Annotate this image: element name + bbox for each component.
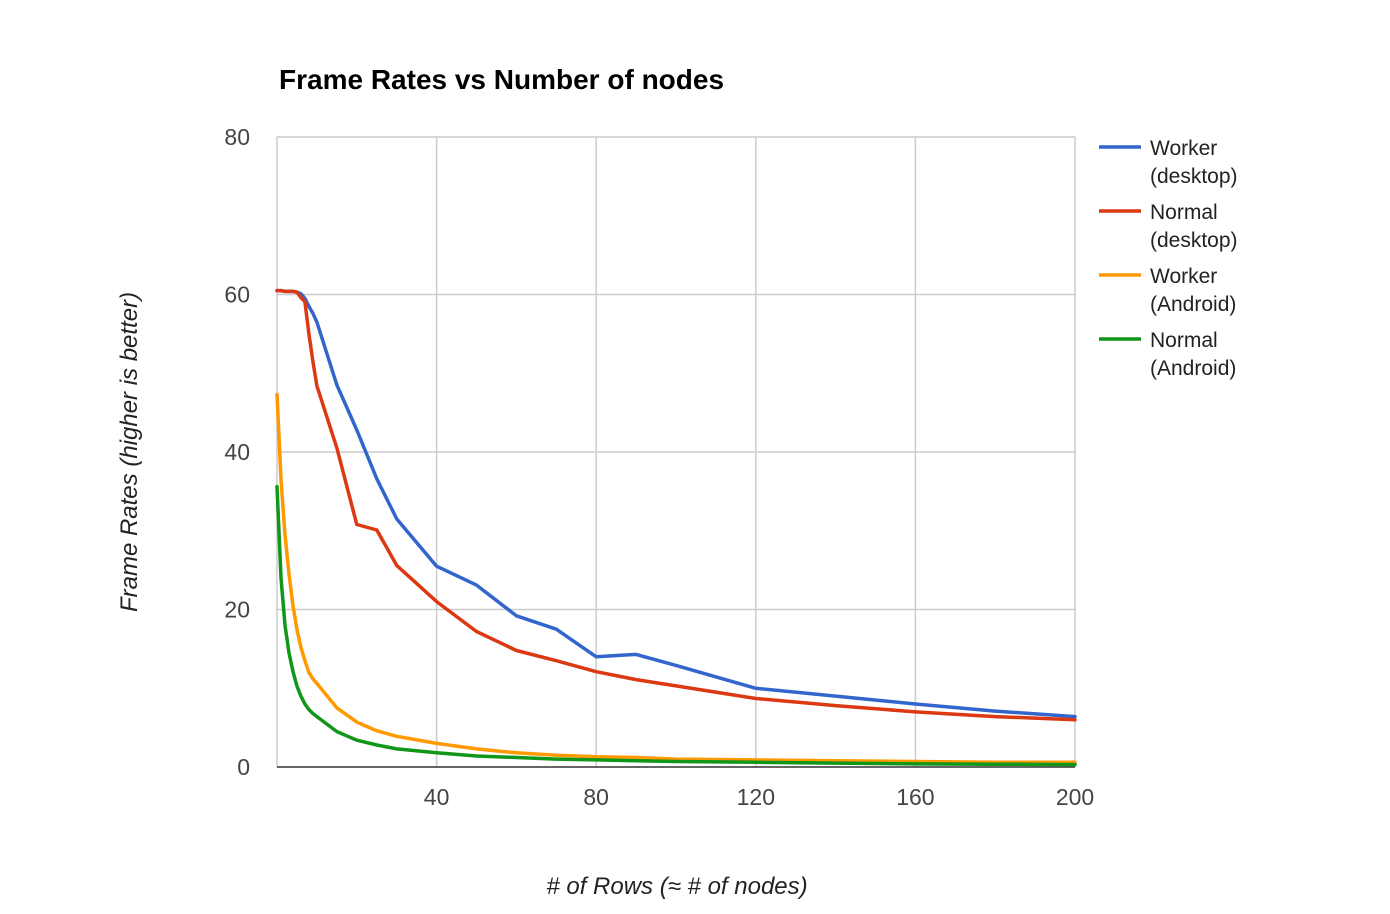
x-tick-label: 200	[1056, 784, 1094, 810]
x-tick-label: 40	[424, 784, 450, 810]
series-lines	[275, 288, 1077, 767]
axis-ticks: 0 20 40 60 80 40 80 120 160 200	[224, 124, 1094, 810]
y-tick-label: 40	[224, 439, 250, 465]
legend-label: (desktop)	[1150, 229, 1238, 252]
x-axis-label: # of Rows (≈ # of nodes)	[546, 873, 807, 900]
legend-item-worker-desktop: Worker (desktop)	[1099, 137, 1238, 188]
legend-item-normal-android: Normal (Android)	[1099, 329, 1236, 380]
y-tick-label: 0	[237, 754, 250, 780]
series-line-worker-desktop	[275, 288, 1077, 719]
legend-label: Normal	[1150, 329, 1218, 352]
x-tick-label: 120	[737, 784, 775, 810]
x-tick-label: 80	[583, 784, 609, 810]
series-line-normal-desktop	[275, 288, 1077, 722]
legend-label: (desktop)	[1150, 165, 1238, 188]
y-tick-label: 60	[224, 282, 250, 308]
legend-label: (Android)	[1150, 357, 1236, 380]
grid	[276, 136, 1076, 768]
legend-item-worker-android: Worker (Android)	[1099, 265, 1236, 316]
x-tick-label: 160	[896, 784, 934, 810]
legend: Worker (desktop) Normal (desktop) Worker (And…	[1099, 137, 1238, 380]
y-tick-label: 80	[224, 124, 250, 150]
legend-label: Worker	[1150, 137, 1217, 160]
legend-item-normal-desktop: Normal (desktop)	[1099, 201, 1238, 252]
series-line-worker-android	[275, 392, 1077, 765]
legend-label: Worker	[1150, 265, 1217, 288]
legend-label: (Android)	[1150, 293, 1236, 316]
y-axis-label: Frame Rates (higher is better)	[116, 292, 143, 612]
y-tick-label: 20	[224, 597, 250, 623]
chart-title: Frame Rates vs Number of nodes	[279, 64, 724, 95]
series-line-normal-android	[275, 484, 1077, 767]
legend-label: Normal	[1150, 201, 1218, 224]
